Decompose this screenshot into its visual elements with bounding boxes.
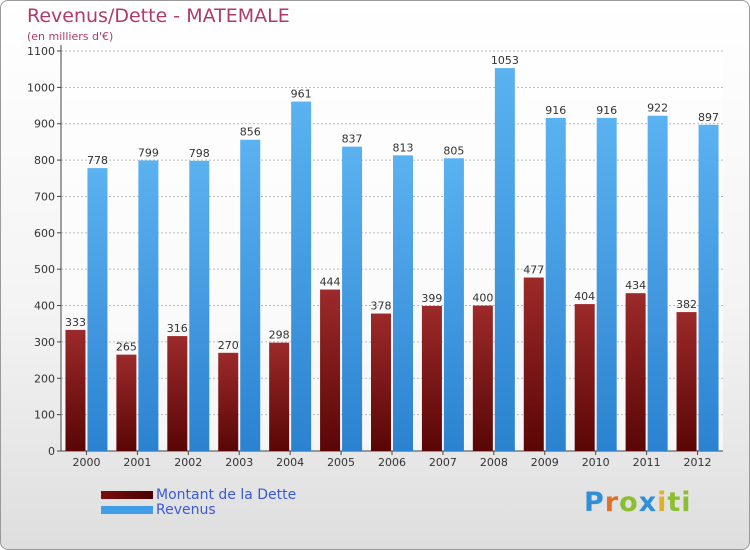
bar-revenus-2002 [189,160,210,451]
x-tick-label: 2000 [72,456,100,469]
chart-title: Revenus/Dette - MATEMALE [27,5,290,27]
data-label-revenus-2010: 916 [596,104,617,117]
data-label-dette-2009: 477 [523,264,544,277]
bar-revenus-2003 [240,139,261,451]
y-tick-label: 1000 [27,81,55,94]
y-tick-label: 700 [34,190,55,203]
x-tick-label: 2008 [480,456,508,469]
data-label-revenus-2004: 961 [291,88,312,101]
bar-dette-2005 [320,289,341,451]
bar-dette-2010 [574,304,595,451]
data-label-dette-2008: 400 [472,292,493,305]
data-label-dette-2003: 270 [218,339,239,352]
legend: Montant de la Dette Revenus [101,486,297,518]
data-label-dette-2002: 316 [167,322,188,335]
bar-revenus-2004 [291,101,312,451]
bar-dette-2003 [218,352,239,451]
data-label-revenus-2007: 805 [443,144,464,157]
data-label-dette-2006: 378 [371,300,392,313]
bar-revenus-2012 [698,124,719,452]
data-label-revenus-2003: 856 [240,126,261,139]
data-label-revenus-2000: 778 [87,154,108,167]
data-label-dette-2000: 333 [65,316,86,329]
chart-subtitle: (en milliers d'€) [27,30,114,43]
bar-revenus-2000 [87,168,108,451]
y-tick-label: 500 [34,263,55,276]
y-tick-label: 300 [34,336,55,349]
x-tick-label: 2010 [582,456,610,469]
legend-item-dette: Montant de la Dette [101,486,297,503]
y-tick-label: 200 [34,372,55,385]
x-tick-label: 2004 [276,456,304,469]
legend-swatch-revenus [101,505,153,514]
y-tick-label: 800 [34,154,55,167]
x-tick-label: 2007 [429,456,457,469]
bar-revenus-2008 [494,68,515,451]
data-label-dette-2011: 434 [625,279,646,292]
x-tick-label: 2002 [174,456,202,469]
data-label-revenus-2012: 897 [698,111,719,124]
data-label-revenus-2002: 798 [189,147,210,160]
x-tick-label: 2006 [378,456,406,469]
legend-item-revenus: Revenus [101,501,296,518]
data-label-dette-2001: 265 [116,341,137,354]
y-tick-label: 900 [34,118,55,131]
bar-dette-2012 [676,312,697,451]
bar-dette-2008 [472,305,493,451]
bar-revenus-2010 [596,117,617,451]
bar-dette-2009 [523,277,544,451]
bar-revenus-2011 [647,115,668,452]
data-label-dette-2005: 444 [320,276,341,289]
x-tick-label: 2012 [684,456,712,469]
data-label-revenus-2008: 1053 [491,54,519,67]
bar-dette-2002 [167,336,188,451]
x-tick-label: 2003 [225,456,253,469]
y-tick-label: 100 [34,409,55,422]
bar-revenus-2006 [393,155,413,451]
bar-revenus-2005 [342,146,363,452]
y-tick-label: 0 [48,445,55,458]
data-label-dette-2004: 298 [269,329,290,342]
x-tick-label: 2009 [531,456,559,469]
bar-revenus-2001 [138,160,159,452]
data-label-revenus-2009: 916 [545,104,566,117]
data-label-revenus-2005: 837 [342,133,363,146]
y-tick-label: 1100 [27,45,55,58]
data-label-revenus-2011: 922 [647,102,668,115]
legend-label-revenus: Revenus [156,501,216,518]
bar-dette-2007 [421,305,442,451]
legend-swatch-dette [101,490,153,499]
bar-dette-2001 [116,354,137,451]
bar-revenus-2009 [545,117,566,451]
data-label-dette-2010: 404 [574,290,595,303]
x-tick-label: 2001 [123,456,151,469]
y-tick-label: 400 [34,300,55,313]
x-tick-label: 2005 [327,456,355,469]
data-label-dette-2007: 399 [421,292,442,305]
plot-area [61,51,723,451]
bar-dette-2011 [625,293,646,451]
data-label-revenus-2001: 799 [138,146,159,159]
proxiti-logo: Proxiti [584,487,692,518]
bar-revenus-2007 [443,158,464,452]
bar-dette-2004 [269,342,290,451]
bar-dette-2006 [371,313,391,451]
legend-label-dette: Montant de la Dette [156,486,297,503]
data-label-revenus-2006: 813 [393,141,414,154]
data-label-dette-2012: 382 [676,298,697,311]
x-tick-label: 2011 [633,456,661,469]
y-tick-label: 600 [34,227,55,240]
bar-dette-2000 [65,329,86,451]
